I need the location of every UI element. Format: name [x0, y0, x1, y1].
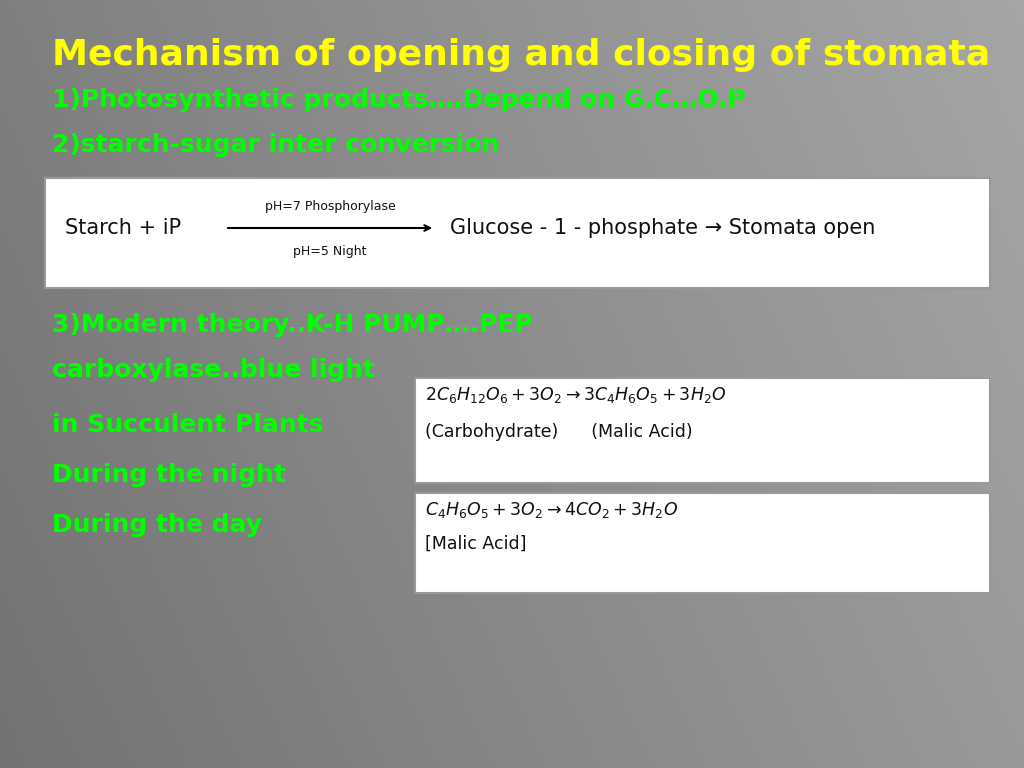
Bar: [415, 493, 990, 593]
Text: Starch + iP: Starch + iP: [65, 218, 181, 238]
Text: $2C_6H_{12}O_6 + 3O_2 \rightarrow 3C_4H_6O_5 + 3H_2O$: $2C_6H_{12}O_6 + 3O_2 \rightarrow 3C_4H_…: [425, 385, 726, 405]
Text: During the night: During the night: [52, 463, 286, 487]
Text: in Succulent Plants: in Succulent Plants: [52, 413, 324, 437]
Text: (Carbohydrate)      (Malic Acid): (Carbohydrate) (Malic Acid): [425, 423, 692, 441]
Bar: [415, 378, 990, 483]
Text: 3)Modern theory..K-H PUMP….PEP: 3)Modern theory..K-H PUMP….PEP: [52, 313, 532, 337]
Text: carboxylase..blue light: carboxylase..blue light: [52, 358, 375, 382]
Text: 1)Photosynthetic products….Depend on G.C…O.P: 1)Photosynthetic products….Depend on G.C…: [52, 88, 745, 112]
Text: pH=5 Night: pH=5 Night: [293, 245, 367, 258]
Text: $C_4H_6O_5 + 3O_2 \rightarrow 4CO_2 + 3H_2O$: $C_4H_6O_5 + 3O_2 \rightarrow 4CO_2 + 3H…: [425, 500, 678, 520]
Text: pH=7 Phosphorylase: pH=7 Phosphorylase: [264, 200, 395, 213]
Text: [Malic Acid]: [Malic Acid]: [425, 535, 526, 553]
Text: During the day: During the day: [52, 513, 262, 537]
Text: 2)starch-sugar inter conversion: 2)starch-sugar inter conversion: [52, 133, 500, 157]
Text: Mechanism of opening and closing of stomata: Mechanism of opening and closing of stom…: [52, 38, 990, 72]
Text: Glucose - 1 - phosphate → Stomata open: Glucose - 1 - phosphate → Stomata open: [450, 218, 876, 238]
Bar: [45, 178, 990, 288]
